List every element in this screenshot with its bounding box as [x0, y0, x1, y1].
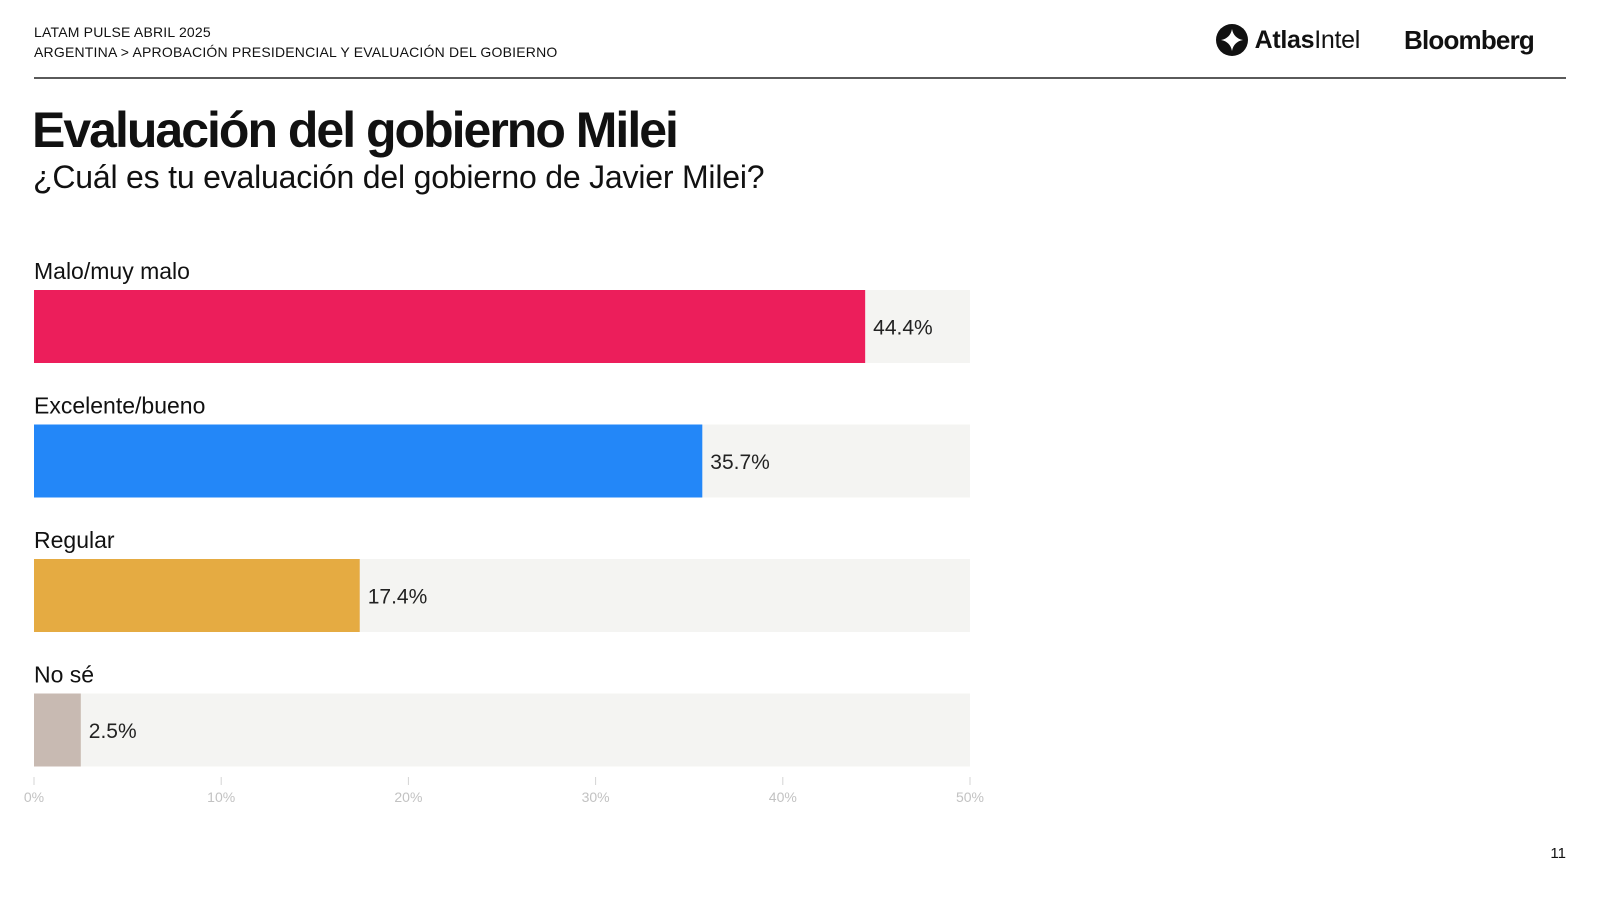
category-1-bar — [34, 424, 703, 498]
page-number: 11 — [1550, 845, 1566, 862]
logo-bar: AtlasIntel Bloomberg — [1215, 20, 1535, 60]
category-2-value-label: 17.4% — [368, 586, 428, 609]
x-tick-label-5: 50% — [956, 789, 984, 805]
page-title: Evaluación del gobierno Milei — [32, 102, 679, 158]
category-3-value-label: 2.5% — [89, 720, 137, 743]
header-divider — [34, 77, 1566, 79]
category-3-label: No sé — [34, 662, 94, 688]
report-header: LATAM PULSE ABRIL 2025 ARGENTINA > APROB… — [34, 22, 557, 62]
bloomberg-logo: Bloomberg — [1403, 24, 1535, 55]
category-0-bar — [34, 290, 866, 363]
category-3-bar — [34, 693, 81, 767]
atlasintel-logo: AtlasIntel — [1215, 24, 1361, 56]
x-tick-label-2: 20% — [394, 789, 422, 805]
category-0-label: Malo/muy malo — [34, 258, 190, 284]
page-subtitle: ¿Cuál es tu evaluación del gobierno de J… — [33, 159, 765, 195]
category-1-label: Excelente/bueno — [34, 393, 205, 419]
x-tick-label-0: 0% — [24, 789, 44, 805]
report-series-label: LATAM PULSE ABRIL 2025 — [34, 24, 211, 40]
atlasintel-mark-icon — [1215, 24, 1248, 56]
category-1-value-label: 35.7% — [710, 451, 770, 474]
x-tick-label-3: 30% — [582, 789, 610, 805]
atlasintel-wordmark: AtlasIntel — [1254, 25, 1361, 54]
x-tick-label-1: 10% — [207, 789, 235, 805]
category-3-track — [34, 693, 970, 767]
category-2-bar — [34, 559, 360, 632]
breadcrumb: ARGENTINA > APROBACIÓN PRESIDENCIAL Y EV… — [34, 44, 558, 60]
category-0-value-label: 44.4% — [873, 317, 933, 340]
category-2-label: Regular — [34, 527, 115, 553]
x-tick-label-4: 40% — [769, 789, 797, 805]
